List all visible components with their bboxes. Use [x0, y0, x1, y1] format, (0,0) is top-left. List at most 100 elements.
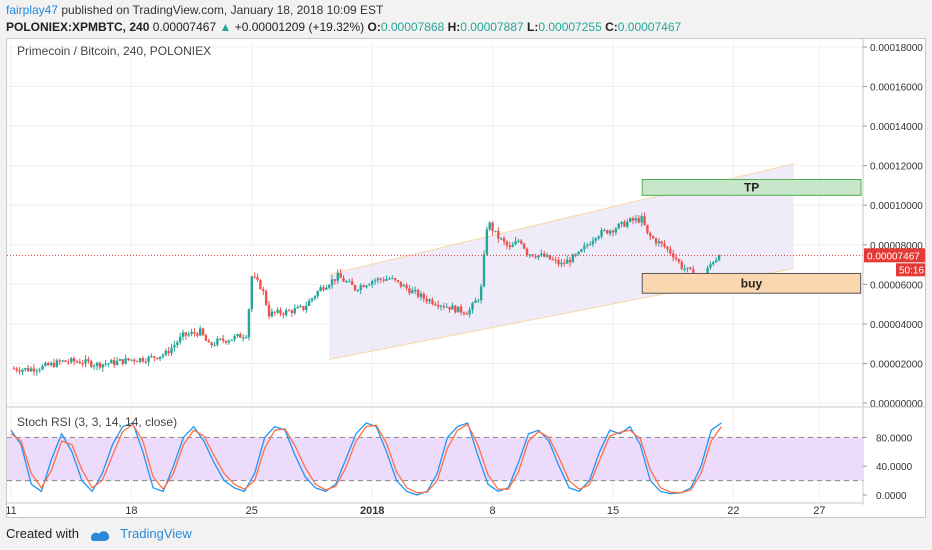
close-label: C: [605, 20, 618, 34]
candle-body [87, 359, 90, 362]
candle-body [626, 221, 629, 227]
candle-body [623, 221, 626, 227]
candle-body [419, 293, 423, 297]
candle-body [199, 328, 202, 336]
candle-body [336, 272, 339, 281]
candle-body [236, 334, 239, 337]
candle-body [213, 344, 216, 346]
candle-body [342, 277, 345, 282]
tradingview-brand-link[interactable]: TradingView [120, 526, 192, 541]
candle-body [451, 305, 454, 310]
price-tick-label: 0.00014000 [870, 122, 923, 133]
candle-body [44, 363, 47, 366]
candle-body [385, 279, 388, 281]
candle-body [680, 261, 683, 269]
candle-body [359, 285, 362, 291]
candle-body [485, 229, 489, 255]
candle-body [439, 305, 443, 307]
candle-body [84, 359, 87, 364]
low-value: 0.00007255 [538, 20, 602, 34]
stoch-tick-label: 40.0000 [876, 462, 913, 473]
candle-body [15, 368, 18, 371]
candle-body [511, 244, 514, 248]
candle-body [302, 306, 305, 310]
stoch-k-line [10, 422, 722, 496]
candle-body [436, 304, 440, 307]
candle-body [588, 244, 592, 246]
candle-body [339, 272, 342, 278]
annotations: TP buy [7, 179, 863, 294]
price-axis-bg [863, 39, 925, 517]
candle-body [153, 356, 156, 358]
price-axis[interactable]: 0.00018000 0.00016000 0.00014000 0.00012000… [862, 39, 925, 517]
candle-body [110, 360, 113, 364]
stoch-rsi-title: Stoch RSI (3, 3, 14, 14, close) [17, 415, 177, 429]
candle-body [67, 361, 70, 363]
candle-body [98, 362, 102, 368]
candle-body [391, 278, 394, 280]
candle-body [620, 221, 623, 224]
candle-body [161, 354, 165, 357]
open-value: 0.00007868 [380, 20, 445, 34]
candle-body [571, 254, 575, 263]
candle-body [614, 228, 618, 233]
candle-body [431, 299, 434, 304]
candle-body [540, 253, 543, 256]
candle-body [502, 238, 506, 242]
candle-body [597, 236, 600, 239]
candle-body [677, 259, 681, 262]
candle-body [29, 368, 33, 372]
candle-body [551, 259, 554, 261]
candle-body [373, 280, 377, 282]
candle-body [586, 244, 589, 246]
created-with-text: Created with [6, 526, 79, 541]
candle-body [78, 361, 81, 364]
candle-body [293, 308, 296, 314]
candle-body [479, 286, 483, 301]
last-price-value: 0.00007467 [152, 20, 217, 34]
price-tick-label: 0.00002000 [870, 359, 923, 370]
candle-body [219, 338, 222, 340]
candle-body [133, 359, 136, 362]
candle-body [491, 222, 494, 232]
chart-frame[interactable]: TP buy 0.00018000 0.00016000 0.00014000 0.00… [5, 38, 926, 518]
candle-body [38, 369, 41, 371]
candle-body [362, 285, 365, 288]
close-value: 0.00007467 [617, 20, 682, 34]
candle-body [127, 358, 130, 361]
candle-body [574, 254, 577, 256]
candle-body [557, 259, 560, 265]
time-tick-label: 27 [813, 505, 825, 517]
candle-body [482, 254, 486, 287]
candle-body [61, 360, 64, 362]
candle-body [416, 290, 420, 297]
candle-body [379, 278, 382, 280]
candle-body [328, 285, 331, 288]
candle-body [686, 267, 689, 269]
candle-body [72, 358, 76, 362]
candle-body [113, 360, 116, 365]
buy-label: buy [741, 276, 763, 290]
candle-body [591, 240, 595, 245]
high-label: H: [447, 20, 461, 34]
time-axis[interactable]: 11 18 25 2018 8 15 22 27 [5, 502, 863, 517]
price-tick-label: 0.00012000 [870, 162, 923, 173]
price-tick-label: 0.00008000 [870, 241, 923, 252]
author-link[interactable]: fairplay47 [6, 3, 59, 17]
candle-body [643, 216, 646, 225]
candle-body [674, 257, 678, 260]
candle-body [216, 338, 219, 345]
candle-body [18, 370, 21, 372]
time-tick-label: 11 [7, 505, 17, 517]
candle-body [371, 280, 374, 285]
candle-body [715, 260, 718, 263]
candle-body [167, 350, 170, 354]
candle-body [95, 362, 99, 366]
candle-body [70, 358, 73, 363]
up-arrow-icon: ▲ [219, 20, 232, 34]
candle-body [307, 300, 311, 306]
candle-body [282, 313, 285, 315]
candle-body [55, 360, 59, 367]
candle-body [201, 328, 205, 336]
